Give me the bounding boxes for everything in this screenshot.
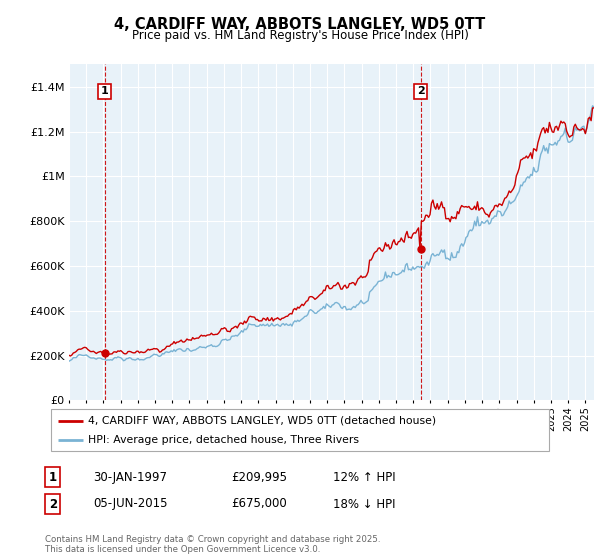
Text: 1: 1 xyxy=(49,470,57,484)
Text: HPI: Average price, detached house, Three Rivers: HPI: Average price, detached house, Thre… xyxy=(88,435,359,445)
Text: 18% ↓ HPI: 18% ↓ HPI xyxy=(333,497,395,511)
Text: 4, CARDIFF WAY, ABBOTS LANGLEY, WD5 0TT: 4, CARDIFF WAY, ABBOTS LANGLEY, WD5 0TT xyxy=(115,17,485,32)
Text: 30-JAN-1997: 30-JAN-1997 xyxy=(93,470,167,484)
Text: 4, CARDIFF WAY, ABBOTS LANGLEY, WD5 0TT (detached house): 4, CARDIFF WAY, ABBOTS LANGLEY, WD5 0TT … xyxy=(88,416,436,426)
FancyBboxPatch shape xyxy=(51,409,549,451)
Text: Contains HM Land Registry data © Crown copyright and database right 2025.
This d: Contains HM Land Registry data © Crown c… xyxy=(45,535,380,554)
Text: 12% ↑ HPI: 12% ↑ HPI xyxy=(333,470,395,484)
Text: 2: 2 xyxy=(49,497,57,511)
Text: £675,000: £675,000 xyxy=(231,497,287,511)
Text: £209,995: £209,995 xyxy=(231,470,287,484)
Text: 05-JUN-2015: 05-JUN-2015 xyxy=(93,497,167,511)
Text: 1: 1 xyxy=(101,86,109,96)
Text: Price paid vs. HM Land Registry's House Price Index (HPI): Price paid vs. HM Land Registry's House … xyxy=(131,29,469,42)
Text: 2: 2 xyxy=(417,86,425,96)
